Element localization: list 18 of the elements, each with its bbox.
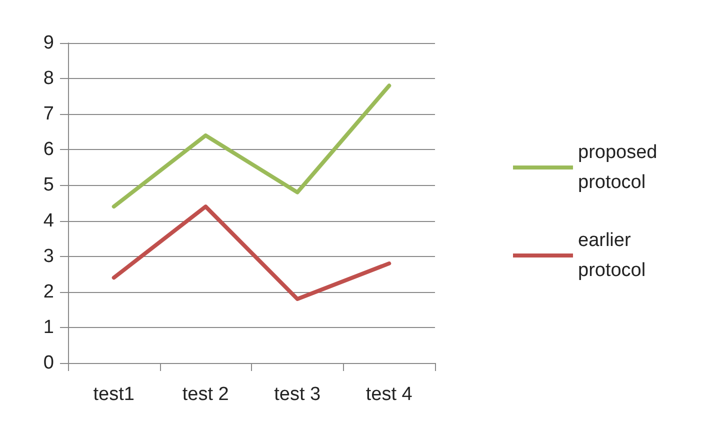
y-tick-label: 0 bbox=[43, 352, 54, 374]
line-series bbox=[112, 84, 392, 209]
y-tick-label: 7 bbox=[43, 104, 54, 125]
line-series bbox=[112, 204, 392, 301]
x-tick-label: test 3 bbox=[274, 384, 321, 405]
x-tick-label: test 2 bbox=[182, 384, 229, 405]
y-tick-label: 8 bbox=[43, 68, 54, 90]
y-tick-label: 5 bbox=[43, 174, 54, 196]
x-tick-label: test1 bbox=[93, 384, 134, 405]
y-tick-label: 1 bbox=[43, 316, 54, 338]
y-tick-label: 6 bbox=[43, 139, 54, 160]
x-tick-label: test 4 bbox=[366, 384, 413, 405]
y-tick-label: 3 bbox=[43, 246, 54, 267]
legend-label: earlier protocol bbox=[578, 230, 646, 281]
y-tick-label: 2 bbox=[43, 281, 54, 302]
y-tick-label: 4 bbox=[43, 210, 54, 232]
y-tick-label: 9 bbox=[43, 32, 54, 54]
legend-label: proposed protocol bbox=[578, 142, 663, 193]
